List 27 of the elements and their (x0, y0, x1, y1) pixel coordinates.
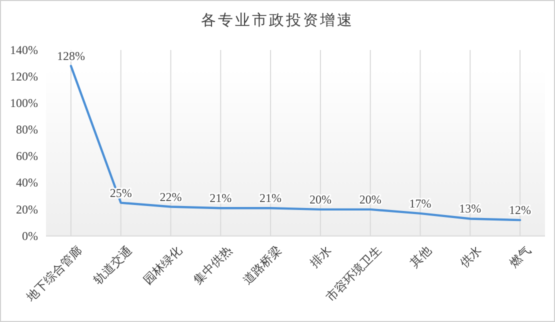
y-tick-label: 140% (10, 42, 38, 57)
y-tick-label: 20% (16, 202, 38, 216)
data-label: 128% (56, 48, 85, 63)
y-tick-label: 40% (16, 176, 38, 190)
x-tick-label: 供水 (457, 243, 484, 270)
data-label: 20% (359, 192, 382, 206)
x-tick-label: 地下综合管廊 (23, 243, 85, 305)
data-label: 21% (210, 191, 232, 206)
x-tick-label: 其他 (407, 243, 434, 270)
x-tick-label: 道路桥梁 (240, 243, 284, 288)
data-label: 21% (260, 191, 282, 206)
data-label: 17% (409, 196, 432, 210)
x-tick-label: 园林绿化 (140, 243, 184, 288)
data-label: 13% (459, 202, 482, 216)
y-tick-label: 60% (16, 149, 38, 164)
x-tick-label: 燃气 (506, 243, 534, 270)
x-tick-label: 轨道交通 (90, 243, 135, 288)
x-tick-label: 排水 (307, 243, 334, 270)
data-label: 22% (160, 190, 182, 204)
y-tick-label: 80% (16, 122, 38, 137)
y-tick-label: 100% (10, 96, 38, 110)
y-tick-label: 0% (22, 228, 38, 243)
y-tick-label: 120% (10, 69, 38, 84)
chart-title: 各专业市政投资增速 (201, 12, 354, 29)
x-tick-label: 集中供热 (190, 243, 234, 288)
data-label: 12% (509, 203, 532, 218)
data-label: 20% (309, 192, 332, 206)
